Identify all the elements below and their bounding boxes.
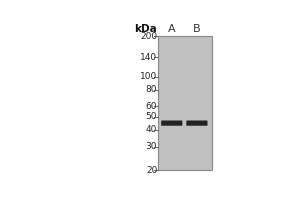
- Text: 80: 80: [146, 85, 157, 94]
- FancyBboxPatch shape: [186, 120, 208, 126]
- Text: B: B: [193, 24, 201, 34]
- Text: 60: 60: [146, 102, 157, 111]
- Bar: [158, 36, 212, 170]
- Text: A: A: [168, 24, 176, 34]
- Text: 140: 140: [140, 53, 157, 62]
- Text: 20: 20: [146, 166, 157, 175]
- Text: 100: 100: [140, 72, 157, 81]
- Text: 40: 40: [146, 125, 157, 134]
- Text: 50: 50: [146, 112, 157, 121]
- FancyBboxPatch shape: [161, 120, 182, 126]
- Text: 200: 200: [140, 32, 157, 41]
- Text: kDa: kDa: [134, 24, 157, 34]
- Text: 30: 30: [146, 142, 157, 151]
